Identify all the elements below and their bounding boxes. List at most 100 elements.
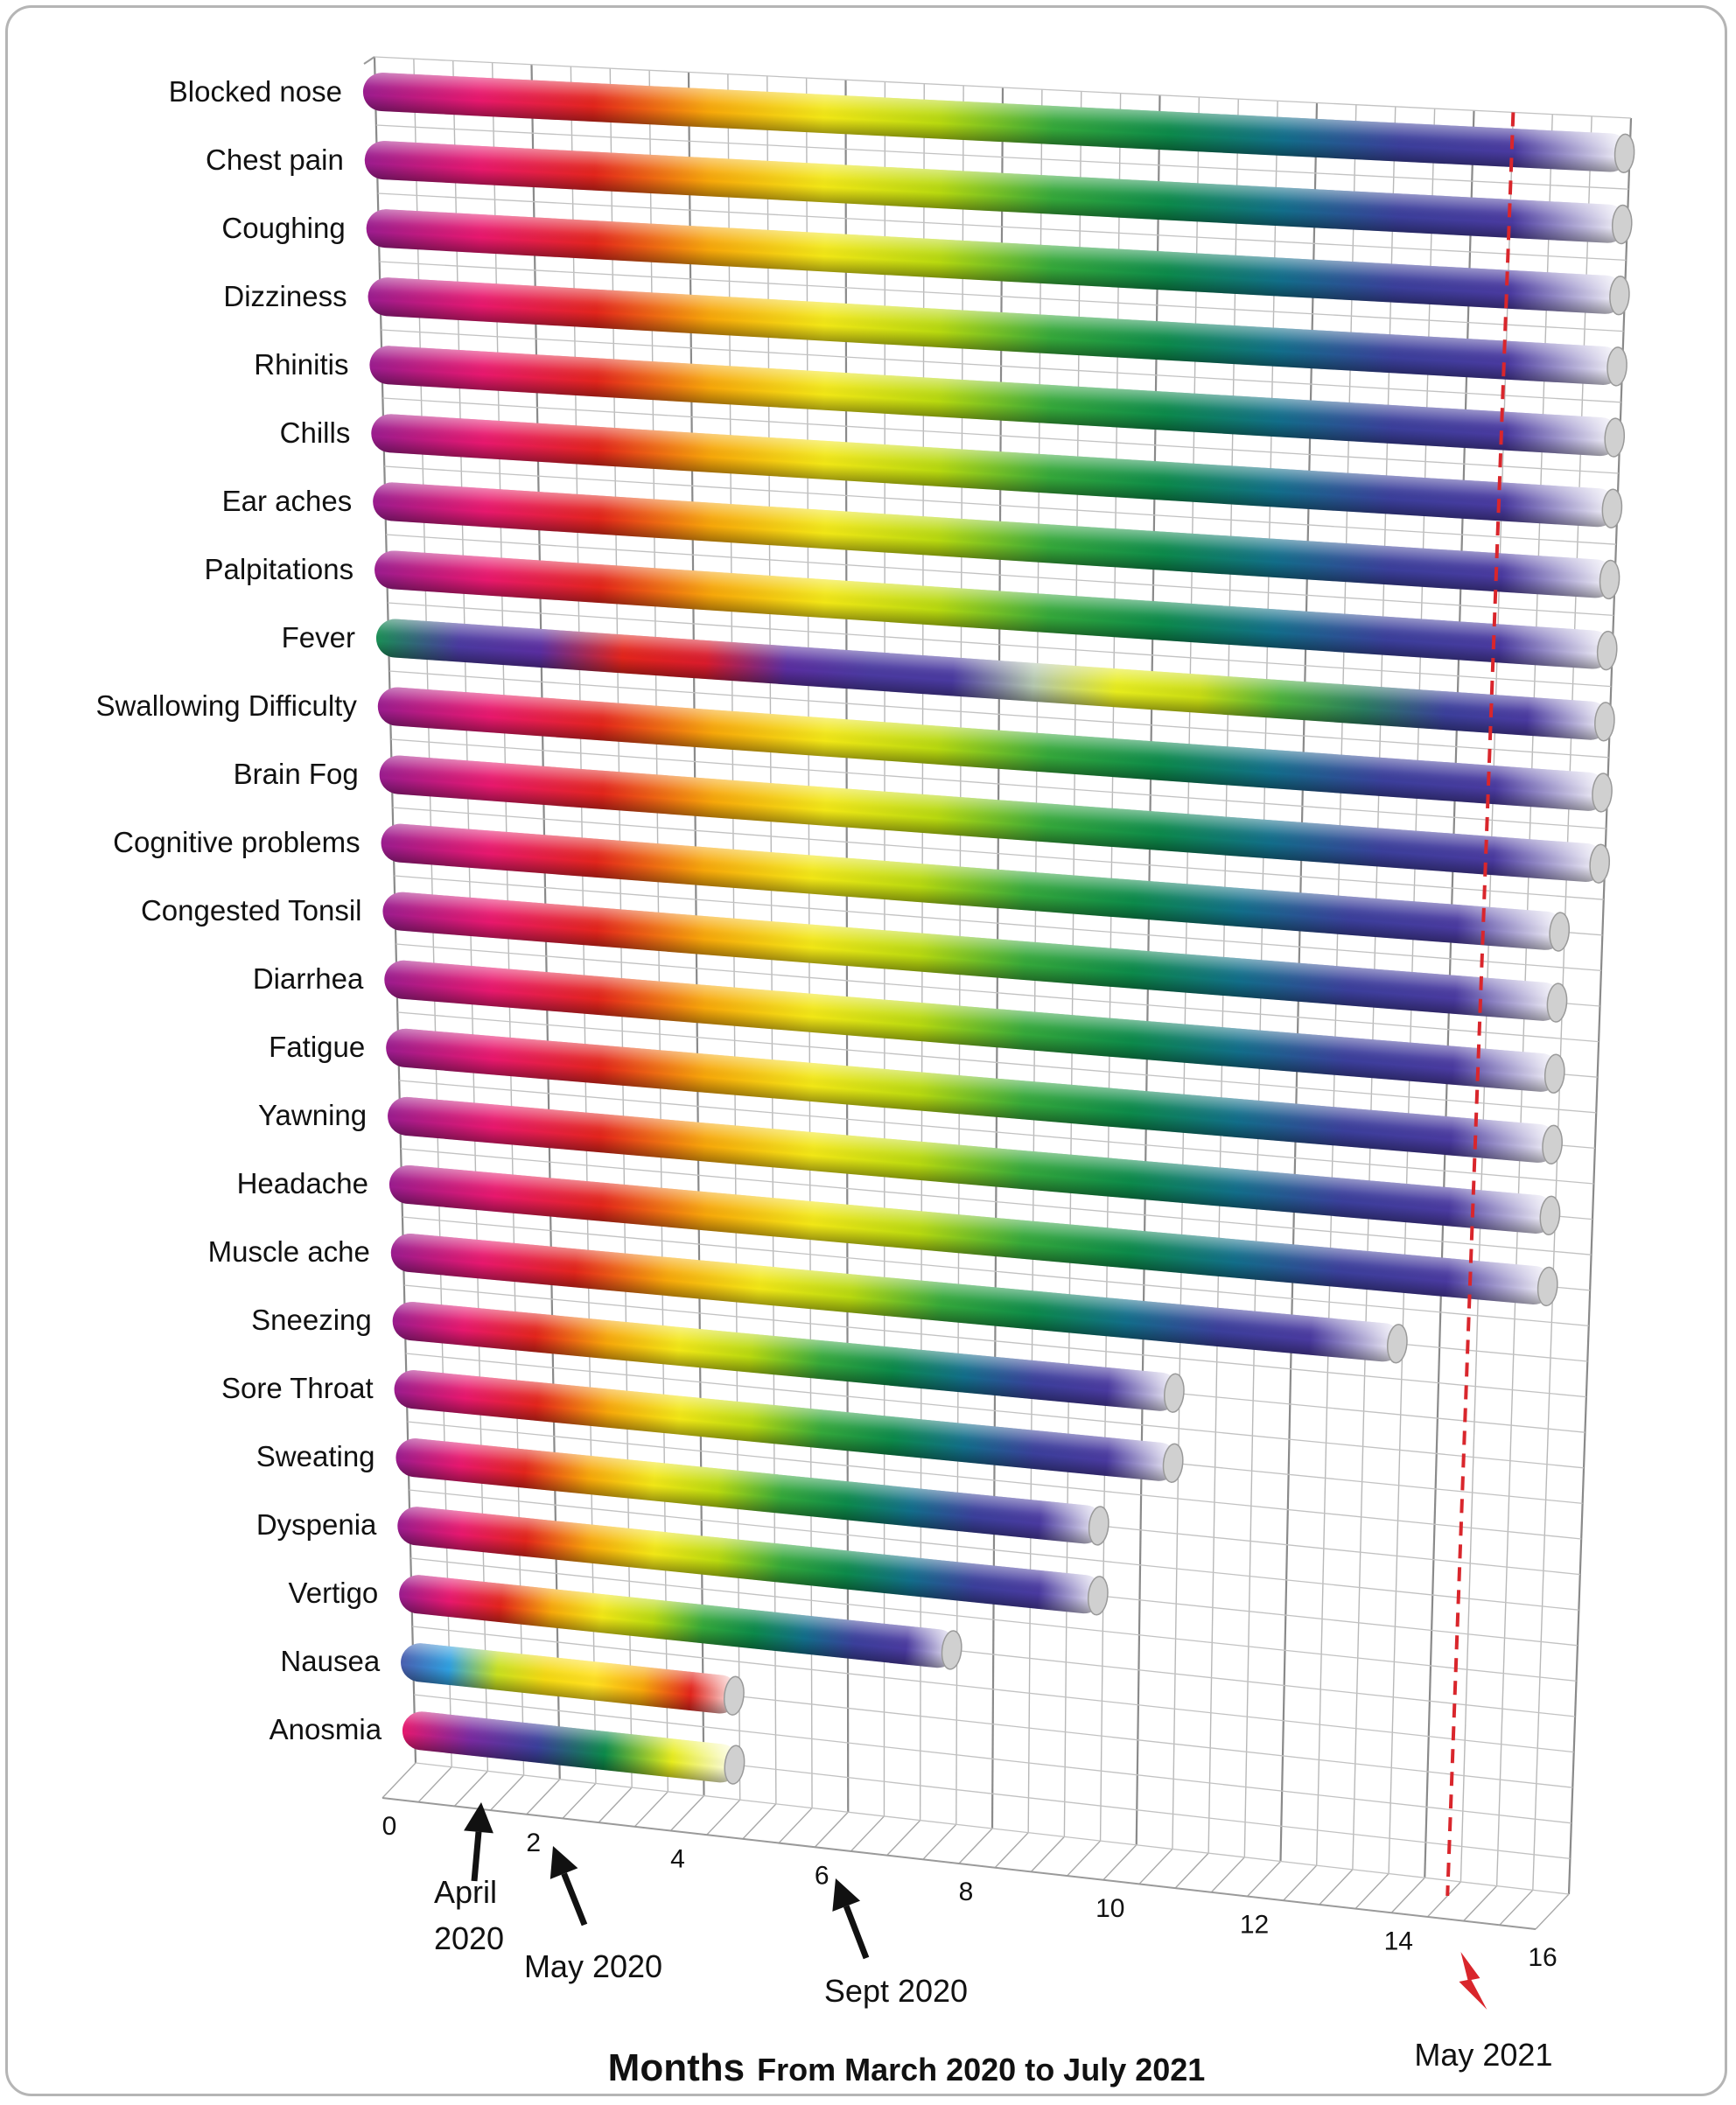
bar-cognitive-problems [381, 823, 1571, 952]
arrow-icon [832, 1878, 870, 1960]
bar-shading [381, 823, 1565, 950]
bar-shading [382, 892, 1563, 1021]
bar-end-cap [1594, 702, 1615, 742]
floor-front-edge [382, 1797, 1536, 1930]
reference-line [1446, 112, 1516, 1897]
x-tick-label: 0 [382, 1812, 397, 1841]
floor-line [1030, 1836, 1065, 1872]
floor-line [1174, 1852, 1209, 1889]
bar-shading [397, 1507, 1103, 1614]
grid-hline [392, 807, 1604, 900]
annotation-label: 2020 [434, 1920, 504, 1956]
floor-line [490, 1774, 525, 1811]
category-label: Diarrhea [253, 962, 364, 995]
floor-line [1390, 1877, 1425, 1913]
x-axis-title-sub: From March 2020 to July 2021 [757, 2052, 1205, 2088]
category-label: Anosmia [270, 1713, 382, 1745]
bar-shading [396, 1438, 1104, 1544]
bar-ear-aches [373, 482, 1620, 600]
x-tick-label: 10 [1096, 1894, 1124, 1923]
category-label: Rhinitis [254, 348, 348, 381]
grid-hline [379, 261, 1624, 332]
bar-shading [375, 619, 1610, 740]
bar-end-cap [1549, 912, 1571, 952]
grid-hline [384, 465, 1617, 545]
x-tick-label: 16 [1528, 1943, 1557, 1972]
annotations: April 2020 May 2020 Sept 2020 [434, 1802, 968, 2009]
floor-line [1319, 1869, 1354, 1906]
bar-chest-pain [364, 141, 1633, 245]
bar-shading [390, 1234, 1403, 1362]
grid-hline [390, 738, 1606, 829]
floor-line [1283, 1864, 1318, 1901]
category-label: Sneezing [251, 1304, 372, 1336]
floor-line [850, 1815, 885, 1852]
category-label: Sore Throat [221, 1372, 374, 1404]
bar-muscle-ache [390, 1234, 1408, 1364]
wall-top-left [363, 56, 375, 65]
grid-hline [386, 534, 1614, 617]
x-axis-title-main: Months [608, 2046, 745, 2089]
bar-shading [366, 209, 1625, 314]
bar-shading [399, 1575, 957, 1668]
category-label: Coughing [221, 212, 345, 244]
bar-shading [369, 346, 1620, 457]
floor-line [417, 1766, 452, 1803]
floor-line [706, 1799, 741, 1836]
bar-end-cap [1536, 1266, 1558, 1307]
floor-line [742, 1803, 777, 1840]
bar-shading [388, 1096, 1556, 1234]
bar-coughing [366, 209, 1630, 316]
x-tick-label: 4 [670, 1845, 685, 1874]
grid-hline [399, 1080, 1594, 1185]
bar-end-cap [723, 1675, 745, 1716]
category-label: Brain Fog [234, 758, 359, 790]
floor-line [994, 1832, 1029, 1869]
bar-shading [374, 550, 1613, 669]
floor-line [598, 1787, 633, 1823]
floor-line [669, 1795, 705, 1831]
floor-line [886, 1820, 921, 1857]
bar-shading [386, 1028, 1558, 1163]
bar-end-cap [1542, 1124, 1563, 1164]
bar-shading [371, 414, 1618, 528]
bar-shading [377, 687, 1608, 811]
floor-line [453, 1770, 488, 1807]
grid-hline [405, 1353, 1585, 1469]
category-label: Chest pain [206, 143, 344, 176]
category-label: Cognitive problems [113, 826, 360, 858]
grid-hline [410, 1557, 1577, 1682]
annotation-label: May 2020 [524, 1948, 662, 1984]
lightning-bolt-icon [1459, 1951, 1488, 2010]
bar-end-cap [724, 1745, 746, 1785]
floor-line [1138, 1848, 1173, 1885]
bar-end-cap [1088, 1506, 1110, 1546]
bar-end-cap [1163, 1373, 1185, 1413]
bar-shading [373, 482, 1615, 598]
bar-shading [368, 277, 1623, 385]
grid-hline [403, 1284, 1586, 1398]
bar-end-cap [1592, 773, 1613, 813]
bar-anosmia [402, 1711, 746, 1785]
category-label: Congested Tonsil [141, 894, 362, 927]
bar-headache [388, 1164, 1558, 1307]
grid-hline [375, 124, 1629, 190]
bar-end-cap [1599, 559, 1620, 600]
bar-end-cap [1611, 204, 1633, 245]
floor-line [958, 1828, 993, 1864]
floor-line [814, 1811, 849, 1848]
bar-dizziness [368, 277, 1628, 387]
category-label: Ear aches [222, 485, 353, 517]
bar-palpitations [374, 550, 1618, 671]
grid-hline [415, 1762, 1570, 1895]
category-label: Headache [237, 1167, 368, 1199]
floor-line [634, 1791, 668, 1828]
category-label: Chills [280, 416, 351, 449]
grid-hline [388, 670, 1609, 759]
grid-hline [412, 1626, 1574, 1753]
floor-line [1102, 1844, 1138, 1881]
category-label: Nausea [280, 1645, 380, 1677]
bar-nausea [401, 1643, 745, 1716]
floor-line [1210, 1857, 1245, 1893]
